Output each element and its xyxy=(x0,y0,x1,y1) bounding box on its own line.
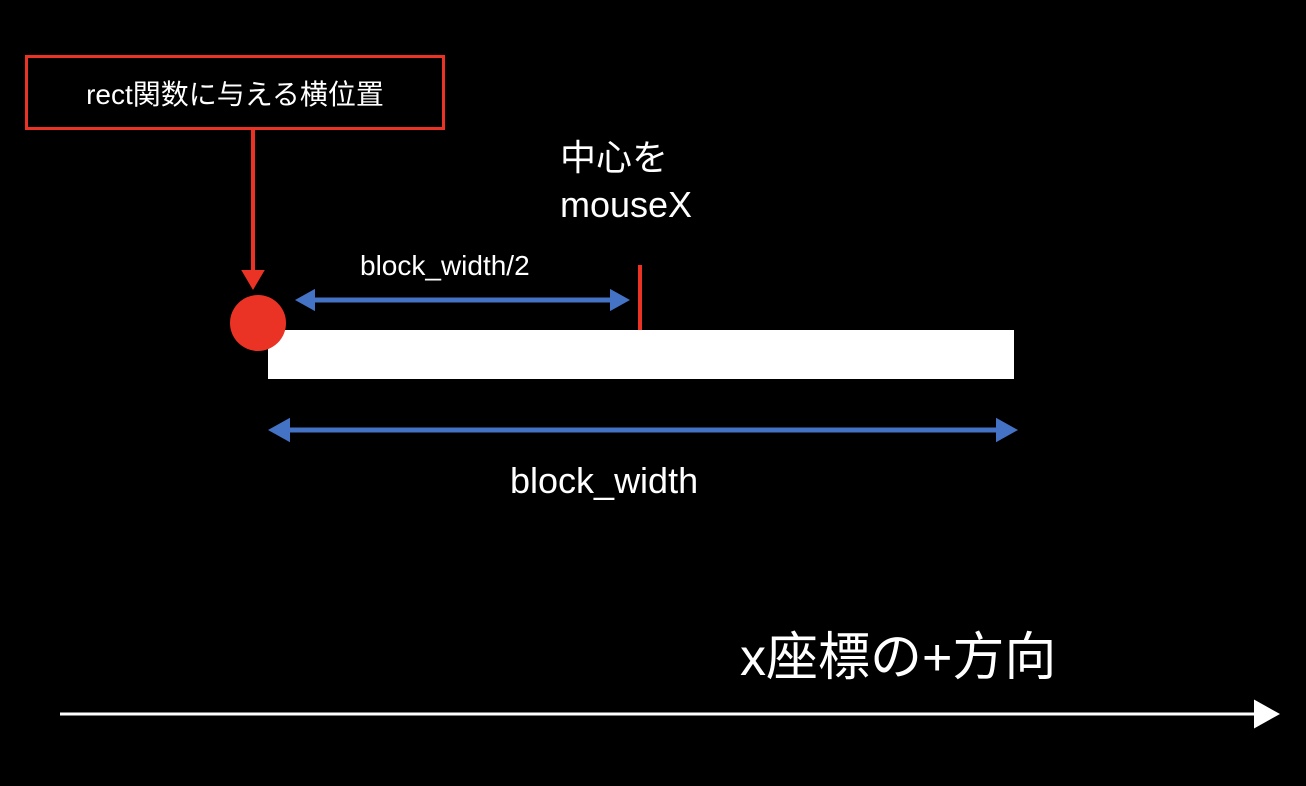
x-axis-arrow xyxy=(60,700,1280,729)
diagram-svg xyxy=(0,0,1306,786)
rect-origin-circle xyxy=(230,295,286,351)
red-arrow-head xyxy=(241,270,265,290)
full-width-arrow xyxy=(268,418,1018,442)
block-rect xyxy=(268,330,1014,379)
half-width-arrow xyxy=(295,289,630,311)
